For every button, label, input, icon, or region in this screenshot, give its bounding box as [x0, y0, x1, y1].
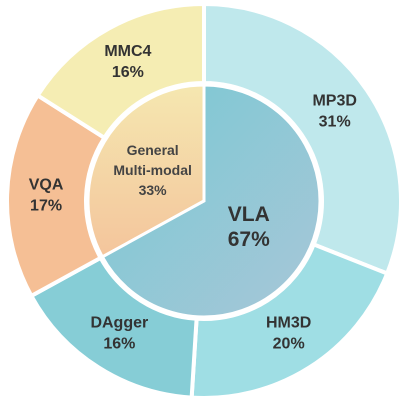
outer-value-mmc4: 16% — [112, 64, 144, 81]
outer-value-dagger: 16% — [103, 336, 135, 353]
outer-label-vqa: VQA — [29, 176, 64, 193]
outer-label-hm3d: HM3D — [266, 315, 311, 332]
inner-value-general-multi-modal: 33% — [139, 182, 168, 198]
outer-label-mmc4: MMC4 — [104, 43, 151, 60]
outer-value-hm3d: 20% — [273, 336, 305, 353]
inner-value-vla: 67% — [228, 228, 270, 251]
inner-label-general: General — [127, 142, 179, 158]
inner-ring — [88, 85, 320, 317]
outer-label-mp3d: MP3D — [312, 92, 356, 109]
outer-label-dagger: DAgger — [90, 315, 148, 332]
inner-label-vla: VLA — [228, 203, 270, 226]
outer-value-mp3d: 31% — [319, 113, 351, 130]
outer-value-vqa: 17% — [30, 197, 62, 214]
inner-label-multi-modal: Multi-modal — [113, 162, 192, 178]
